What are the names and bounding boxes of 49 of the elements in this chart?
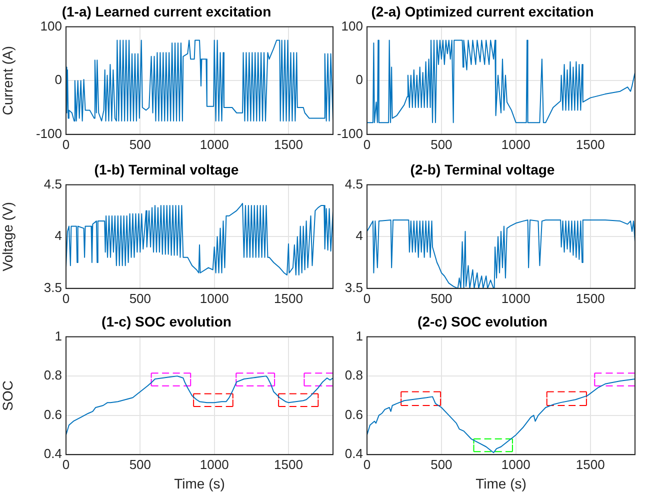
x-axis-title: Time (s) xyxy=(476,475,526,492)
y-tick-label: 3.5 xyxy=(44,280,62,295)
y-tick-label: 4.5 xyxy=(44,176,62,192)
y-tick-label: 0.8 xyxy=(44,368,62,383)
x-tick-label: 1000 xyxy=(200,290,229,306)
y-tick-label: -100 xyxy=(336,126,363,141)
x-tick-label: 1000 xyxy=(501,136,530,152)
y-tick-label: 0 xyxy=(54,72,62,88)
y-tick-label: 4 xyxy=(54,228,62,244)
y-tick-label: -100 xyxy=(36,126,62,141)
y-tick-label: 0.4 xyxy=(344,446,363,462)
y-axis-title: Voltage (V) xyxy=(0,202,16,272)
chart-title: (2-b) Terminal voltage xyxy=(410,161,555,178)
y-tick-label: 3.5 xyxy=(344,280,363,295)
y-tick-label: 4.5 xyxy=(344,176,363,192)
y-tick-label: 100 xyxy=(341,18,363,34)
x-tick-label: 500 xyxy=(430,136,452,152)
x-tick-label: 1500 xyxy=(274,456,303,472)
x-tick-label: 1000 xyxy=(200,136,229,152)
y-tick-label: 1 xyxy=(54,328,62,344)
x-tick-label: 1500 xyxy=(576,136,605,152)
chart-title: (1-a) Learned current excitation xyxy=(62,3,272,20)
x-axis-title: Time (s) xyxy=(174,475,225,492)
y-tick-label: 0.8 xyxy=(344,368,363,383)
chart-title: (1-c) SOC evolution xyxy=(102,313,232,330)
x-tick-label: 500 xyxy=(129,136,152,152)
y-axis-title: Current (A) xyxy=(0,46,16,116)
y-tick-label: 1 xyxy=(356,328,363,344)
x-tick-label: 1000 xyxy=(501,290,530,306)
x-tick-label: 1500 xyxy=(576,456,605,472)
chart-title: (1-b) Terminal voltage xyxy=(94,161,239,178)
y-axis-title: SOC xyxy=(0,380,16,411)
x-tick-label: 1500 xyxy=(274,136,303,152)
y-tick-label: 0.4 xyxy=(44,446,62,462)
x-tick-label: 1500 xyxy=(274,290,303,306)
chart-title: (2-a) Optimized current excitation xyxy=(371,3,594,20)
y-tick-label: 0 xyxy=(356,72,363,88)
x-tick-label: 500 xyxy=(129,290,152,306)
y-tick-label: 4 xyxy=(356,228,363,244)
y-tick-label: 100 xyxy=(40,18,62,34)
x-tick-label: 500 xyxy=(430,456,452,472)
y-tick-label: 0.6 xyxy=(344,406,363,422)
x-tick-label: 500 xyxy=(129,456,152,472)
x-tick-label: 1000 xyxy=(200,456,229,472)
chart-title: (2-c) SOC evolution xyxy=(418,313,548,330)
x-tick-label: 1000 xyxy=(501,456,530,472)
x-tick-label: 500 xyxy=(430,290,452,306)
x-tick-label: 1500 xyxy=(576,290,605,306)
y-tick-label: 0.6 xyxy=(44,406,62,422)
